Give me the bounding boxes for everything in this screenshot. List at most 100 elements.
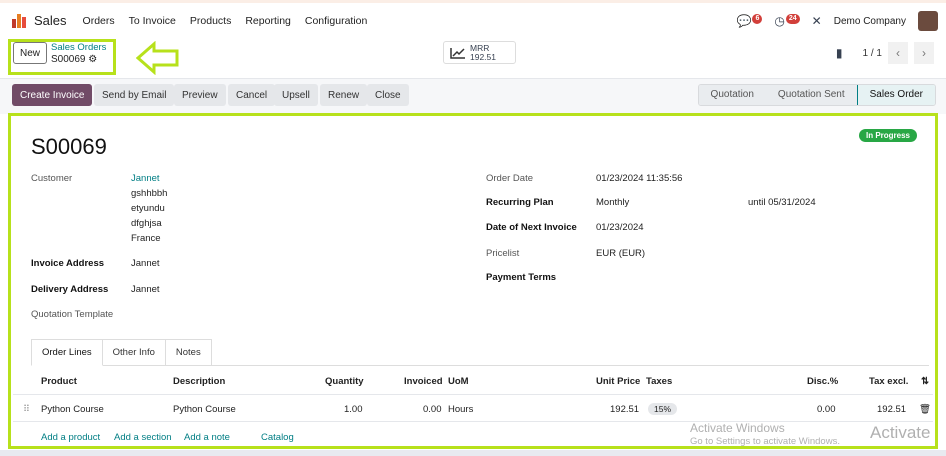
- sales-app-logo-icon[interactable]: [12, 13, 26, 28]
- tab-order-lines[interactable]: Order Lines: [31, 339, 103, 366]
- address-line: etyundu: [131, 203, 165, 214]
- col-description[interactable]: Description: [173, 376, 226, 387]
- delivery-address-label: Delivery Address: [31, 284, 109, 295]
- mrr-value: 192.51: [470, 51, 496, 62]
- highlight-box: [8, 39, 116, 75]
- debug-tools-icon[interactable]: ✕: [811, 14, 822, 28]
- pager-previous-button[interactable]: ‹: [888, 42, 908, 64]
- invoice-address-field[interactable]: Jannet: [131, 258, 160, 269]
- status-sales-order[interactable]: Sales Order: [856, 85, 935, 105]
- app-name[interactable]: Sales: [34, 13, 67, 28]
- recurring-plan-label: Recurring Plan: [486, 197, 554, 208]
- windows-watermark-sub: Go to Settings to activate Windows.: [690, 436, 840, 447]
- pager-value[interactable]: 1 / 1: [862, 47, 882, 59]
- chat-icon: 💬: [736, 14, 752, 28]
- col-taxes[interactable]: Taxes: [646, 376, 673, 387]
- tab-other-info[interactable]: Other Info: [101, 339, 166, 365]
- col-tax-excl[interactable]: Tax excl.: [869, 376, 909, 387]
- pager: ▮ 1 / 1 ‹ ›: [836, 42, 934, 64]
- close-button[interactable]: Close: [367, 84, 409, 106]
- order-name: S00069: [31, 134, 107, 159]
- activity-clock-icon: ◷: [774, 14, 785, 28]
- add-product-link[interactable]: Add a product: [41, 432, 101, 443]
- status-quotation[interactable]: Quotation: [698, 85, 766, 105]
- bookmark-icon[interactable]: ▮: [835, 46, 843, 60]
- cell-taxes[interactable]: 15%: [648, 403, 678, 415]
- next-invoice-field[interactable]: 01/23/2024: [596, 222, 644, 233]
- breadcrumb-sales-orders[interactable]: Sales Orders: [51, 42, 107, 53]
- cell-quantity[interactable]: 1.00: [344, 404, 363, 415]
- customer-label: Customer: [31, 173, 73, 184]
- payment-terms-label: Payment Terms: [486, 272, 557, 283]
- customer-field[interactable]: Jannet gshhbbh etyundu dfghjsa France: [131, 171, 167, 246]
- cell-discount[interactable]: 0.00: [817, 404, 836, 415]
- menu-to-invoice[interactable]: To Invoice: [128, 14, 176, 27]
- cell-subtotal: 192.51: [877, 404, 907, 415]
- col-unit-price[interactable]: Unit Price: [596, 376, 641, 387]
- drag-handle-icon[interactable]: ⠿: [23, 404, 30, 415]
- upsell-button[interactable]: Upsell: [274, 84, 318, 106]
- add-note-link[interactable]: Add a note: [184, 432, 230, 443]
- order-date-label: Order Date: [486, 173, 533, 184]
- taskbar: [0, 450, 946, 456]
- pricelist-label: Pricelist: [486, 248, 520, 259]
- col-uom[interactable]: UoM: [448, 376, 469, 387]
- breadcrumb-current-label: S00069: [51, 54, 86, 65]
- mrr-smart-button[interactable]: MRR 192.51: [443, 41, 516, 64]
- menu-orders[interactable]: Orders: [82, 14, 115, 27]
- cell-invoiced: 0.00: [423, 404, 442, 415]
- menu-products[interactable]: Products: [189, 14, 232, 27]
- status-quotation-sent[interactable]: Quotation Sent: [765, 85, 857, 105]
- tab-notes[interactable]: Notes: [164, 339, 212, 365]
- cell-unit-price[interactable]: 192.51: [610, 404, 640, 415]
- send-by-email-button[interactable]: Send by Email: [94, 84, 175, 106]
- trash-icon[interactable]: 🗑: [919, 404, 932, 415]
- menu-reporting[interactable]: Reporting: [245, 14, 291, 27]
- company-switcher[interactable]: Demo Company: [833, 15, 906, 27]
- preview-button[interactable]: Preview: [174, 84, 226, 106]
- top-navbar: Sales Orders To Invoice Products Reporti…: [0, 0, 946, 38]
- activity-count: 24: [785, 14, 800, 24]
- pricelist-field[interactable]: EUR (EUR): [596, 248, 646, 259]
- create-invoice-button[interactable]: Create Invoice: [12, 84, 93, 106]
- next-invoice-label: Date of Next Invoice: [486, 222, 577, 233]
- cell-product[interactable]: Python Course: [41, 404, 104, 415]
- table-row[interactable]: [13, 394, 933, 422]
- add-section-link[interactable]: Add a section: [114, 432, 172, 443]
- address-line: dfghjsa: [131, 218, 162, 229]
- gear-icon[interactable]: ⚙: [88, 54, 98, 65]
- address-line: gshhbbh: [131, 188, 168, 199]
- cell-description[interactable]: Python Course: [173, 404, 236, 415]
- new-button[interactable]: New: [13, 42, 47, 64]
- pager-next-button[interactable]: ›: [914, 42, 934, 64]
- recurring-plan-field[interactable]: Monthly: [596, 197, 630, 208]
- delivery-address-field[interactable]: Jannet: [131, 284, 160, 295]
- customer-name[interactable]: Jannet: [131, 173, 160, 184]
- col-invoiced[interactable]: Invoiced: [404, 376, 443, 387]
- arrow-left-icon: [136, 41, 179, 75]
- mrr-label: MRR: [470, 42, 490, 53]
- col-quantity[interactable]: Quantity: [325, 376, 364, 387]
- windows-watermark-large: Activate: [870, 423, 931, 442]
- column-settings-icon[interactable]: ⇅: [921, 376, 929, 387]
- status-badge: In Progress: [858, 129, 917, 142]
- chat-button[interactable]: 💬 6: [737, 14, 763, 28]
- notebook-tabs: Order Lines Other Info Notes: [31, 339, 929, 366]
- invoice-address-label: Invoice Address: [31, 258, 105, 269]
- cancel-button[interactable]: Cancel: [228, 84, 276, 106]
- col-discount[interactable]: Disc.%: [807, 376, 839, 387]
- menu-configuration[interactable]: Configuration: [304, 14, 368, 27]
- windows-watermark: Activate Windows: [690, 421, 785, 435]
- cell-uom[interactable]: Hours: [448, 404, 474, 415]
- catalog-button[interactable]: Catalog: [261, 432, 294, 443]
- user-avatar[interactable]: [918, 11, 938, 31]
- end-date-field[interactable]: until 05/31/2024: [748, 197, 816, 208]
- status-bar: Quotation Quotation Sent Sales Order: [697, 84, 936, 106]
- action-bar: Create Invoice Send by Email Preview Can…: [0, 78, 946, 114]
- col-product[interactable]: Product: [41, 376, 77, 387]
- renew-button[interactable]: Renew: [320, 84, 368, 106]
- breadcrumb-current: S00069 ⚙: [51, 54, 97, 65]
- activity-button[interactable]: ◷ 24: [774, 14, 800, 28]
- address-line: France: [131, 233, 161, 244]
- order-date-field[interactable]: 01/23/2024 11:35:56: [596, 173, 683, 184]
